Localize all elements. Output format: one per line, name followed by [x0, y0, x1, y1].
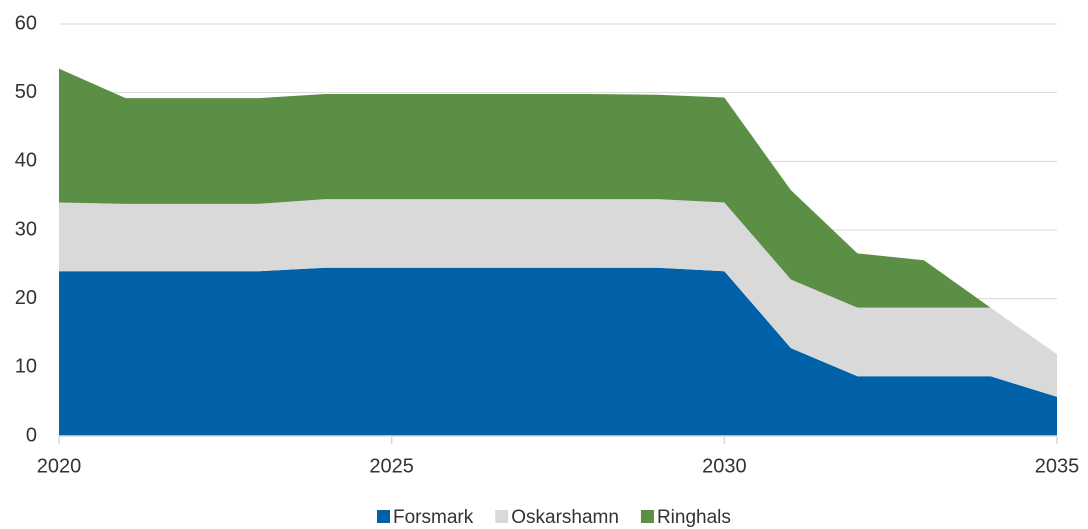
x-tick-label: 2030 [702, 455, 747, 477]
area [59, 68, 1057, 355]
x-tick-label: 2020 [37, 455, 82, 477]
y-tick-label: 30 [15, 218, 37, 240]
area [59, 199, 1057, 397]
legend-label: Forsmark [393, 507, 474, 528]
legend-label: Oskarshamn [511, 507, 619, 528]
legend-label: Ringhals [657, 507, 731, 528]
y-tick-label: 20 [15, 287, 37, 309]
y-tick-label: 60 [15, 12, 37, 34]
y-tick-label: 0 [26, 424, 37, 446]
x-tick-label: 2025 [369, 455, 414, 477]
legend-swatch [495, 510, 509, 523]
y-tick-label: 40 [15, 150, 37, 172]
y-tick-label: 10 [15, 356, 37, 378]
legend-swatch [640, 510, 654, 523]
x-tick-label: 2035 [1035, 455, 1080, 477]
y-tick-label: 50 [15, 81, 37, 103]
area [59, 267, 1057, 436]
legend-swatch [377, 510, 390, 523]
legend: Forsmark Oskarshamn Ringhals [377, 507, 731, 528]
